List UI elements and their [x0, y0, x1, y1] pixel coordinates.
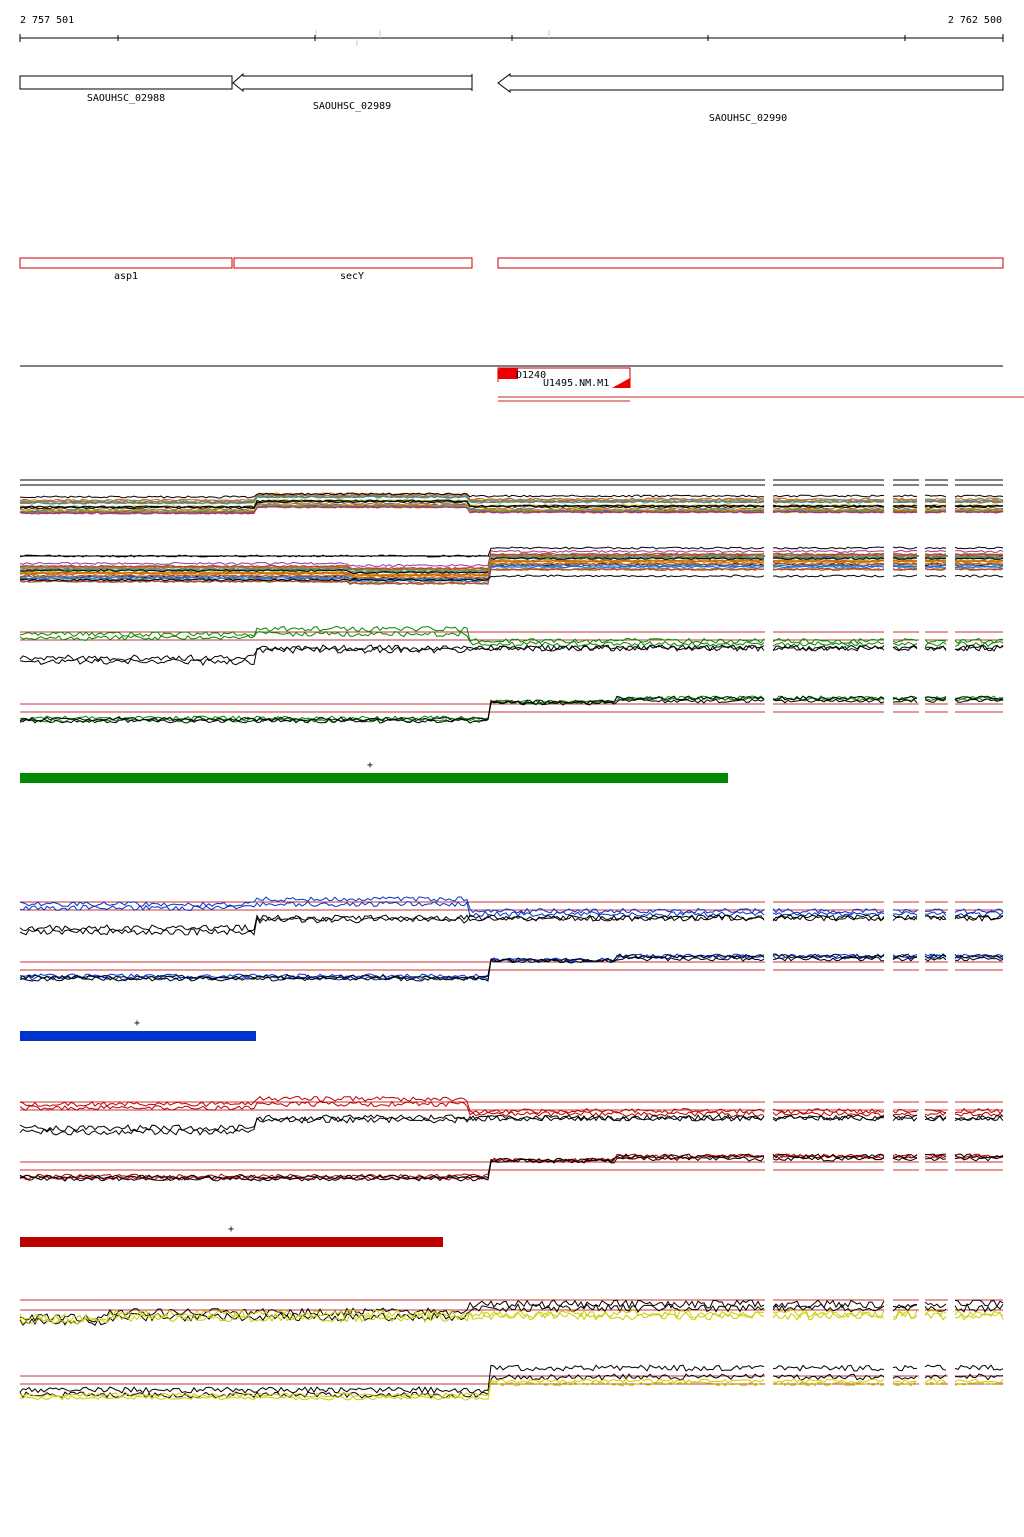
ruler-end-label: 2 762 500	[948, 15, 1002, 26]
group-green-bottom	[19, 695, 1004, 724]
gene-track: SAOUHSC_02988 SAOUHSC_02989 SAOUHSC_0299…	[19, 72, 1004, 124]
gene-label-saouhsc-02989: SAOUHSC_02989	[313, 101, 391, 112]
gene-label-saouhsc-02990: SAOUHSC_02990	[709, 113, 787, 124]
group-red-bar-marker: +	[228, 1224, 234, 1235]
name-box-unnamed[interactable]	[497, 257, 1004, 269]
group-blue-bottom	[19, 953, 1004, 982]
name-label-secy: secY	[340, 271, 364, 282]
transcript-arrowhead	[612, 378, 630, 388]
expression-all-top	[19, 479, 1004, 515]
group-red-bottom	[19, 1153, 1004, 1182]
group-green-bar[interactable]	[20, 773, 728, 783]
gene-label-saouhsc-02988: SAOUHSC_02988	[87, 93, 165, 104]
ruler-minor-marks	[315, 30, 550, 46]
group-green-top	[19, 625, 1004, 666]
group-red-bar[interactable]	[20, 1237, 443, 1247]
group-green-bar-marker: +	[367, 760, 373, 771]
gene-name-track: asp1 secY	[19, 257, 1004, 282]
ruler-ticks	[19, 34, 1004, 42]
group-blue-bar[interactable]	[20, 1031, 256, 1041]
group-blue-bar-marker: +	[134, 1018, 140, 1029]
name-box-asp1[interactable]	[19, 257, 233, 269]
name-box-secy[interactable]	[233, 257, 473, 269]
name-label-asp1: asp1	[114, 271, 138, 282]
group-red-top	[19, 1095, 1004, 1136]
group-blue-top	[19, 896, 1004, 936]
gene-arrow-saouhsc-02990[interactable]	[497, 73, 1004, 93]
probe-block[interactable]	[498, 368, 518, 379]
expression-all-bottom	[19, 546, 1004, 586]
probe-label: D1240	[516, 370, 546, 381]
gene-arrow-saouhsc-02989[interactable]	[232, 72, 473, 93]
gene-arrow-saouhsc-02988[interactable]	[19, 75, 233, 90]
coordinate-ruler: 2 757 501 2 762 500	[19, 15, 1004, 46]
ruler-start-label: 2 757 501	[20, 15, 74, 26]
feature-track: D1240 U1495.NM.M1	[20, 365, 1024, 402]
group-yellow-bottom	[19, 1364, 1004, 1401]
transcript-label: U1495.NM.M1	[543, 378, 609, 389]
group-yellow-top	[19, 1299, 1004, 1327]
